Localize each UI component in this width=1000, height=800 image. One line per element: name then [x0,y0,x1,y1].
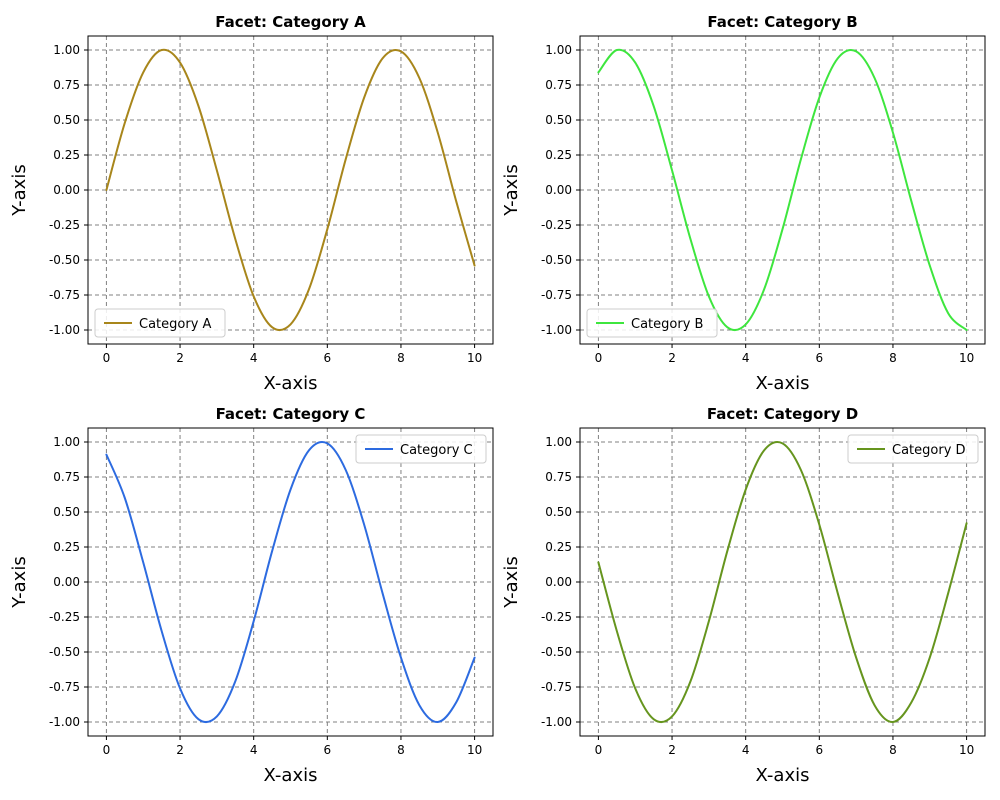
x-tick-label: 4 [742,351,750,365]
y-tick-label: 1.00 [545,43,572,57]
x-tick-label: 10 [959,351,974,365]
y-axis-label: Y-axis [9,164,30,216]
plot-frame [87,427,494,737]
y-axis-label: Y-axis [501,556,522,608]
plot-frame [579,427,986,737]
y-tick-label: -0.50 [541,253,572,267]
facet-panel-c: 0 2 4 6 8 10 -1.00 -0.75 -0.50 -0.25 0.00 0.25 0.50 0… [9,405,494,786]
facet-title: Facet: Category C [216,405,366,423]
y-tick-label: 1.00 [545,435,572,449]
x-tick-label: 2 [176,351,184,365]
series-line-category-d [597,441,968,724]
x-tick-label: 8 [397,743,405,757]
x-tick-label: 0 [595,743,603,757]
facet-panel-a: 0 2 4 6 8 10 -1.00 -0.75 -0.50 -0.25 0.00 0.25 0.50 0… [9,13,494,394]
y-tick-label: 0.00 [53,183,80,197]
y-tick-label: -0.75 [541,680,572,694]
x-axis-label: X-axis [756,373,810,394]
y-tick-label: 0.75 [545,78,572,92]
x-axis-label: X-axis [756,765,810,786]
series-line-category-c [105,441,476,724]
x-tick-label: 8 [889,351,897,365]
y-tick-label: -0.50 [49,253,80,267]
y-tick-label: -0.50 [49,645,80,659]
y-tick-label: 0.75 [53,78,80,92]
y-tick-label: 1.00 [53,43,80,57]
y-tick-label: -0.25 [541,610,572,624]
x-tick-label: 6 [815,743,823,757]
y-tick-label: -0.75 [49,680,80,694]
legend: Category A [94,308,226,338]
legend-entry-label: Category D [892,443,966,458]
x-tick-label: 4 [250,743,258,757]
y-tick-label: 1.00 [53,435,80,449]
x-tick-label: 2 [176,743,184,757]
x-axis-label: X-axis [264,765,318,786]
x-tick-label: 0 [103,351,111,365]
y-tick-label: 0.75 [545,470,572,484]
x-tick-label: 0 [103,743,111,757]
y-tick-label: 0.00 [53,575,80,589]
y-tick-label: -0.25 [49,610,80,624]
y-tick-label: -0.75 [541,288,572,302]
y-tick-label: -0.25 [541,218,572,232]
y-tick-label: 0.00 [545,575,572,589]
legend: Category D [847,434,979,464]
y-tick-label: -1.00 [49,715,80,729]
legend-box [355,434,487,464]
legend: Category C [355,434,487,464]
y-tick-label: -0.75 [49,288,80,302]
x-tick-label: 6 [323,351,331,365]
y-tick-label: -0.25 [49,218,80,232]
y-tick-label: -0.50 [541,645,572,659]
x-axis-label: X-axis [264,373,318,394]
y-tick-label: -1.00 [541,323,572,337]
legend-box [94,308,226,338]
x-tick-label: 6 [815,351,823,365]
x-tick-label: 6 [323,743,331,757]
x-tick-label: 2 [668,743,676,757]
y-tick-label: -1.00 [49,323,80,337]
series-line-category-a [105,48,476,332]
y-axis-label: Y-axis [9,556,30,608]
legend-entry-label: Category B [631,317,703,332]
x-tick-label: 8 [397,351,405,365]
y-tick-label: 0.00 [545,183,572,197]
legend: Category B [586,308,718,338]
facet-title: Facet: Category A [215,13,366,31]
x-tick-label: 0 [595,351,603,365]
y-tick-label: 0.25 [53,540,80,554]
plot-frame [579,35,986,345]
x-tick-label: 10 [959,743,974,757]
x-tick-label: 8 [889,743,897,757]
legend-box [847,434,979,464]
facet-panel-b: 0 2 4 6 8 10 -1.00 -0.75 -0.50 -0.25 0.00 0.25 0.50 0… [501,13,986,394]
legend-box [586,308,718,338]
plot-frame [87,35,494,345]
y-axis-label: Y-axis [501,164,522,216]
y-tick-label: 0.25 [545,148,572,162]
series-line-category-b [597,48,968,332]
facet-title: Facet: Category D [707,405,858,423]
y-tick-label: 0.50 [545,113,572,127]
x-tick-label: 4 [742,743,750,757]
x-tick-label: 2 [668,351,676,365]
y-tick-label: 0.75 [53,470,80,484]
legend-entry-label: Category A [139,317,212,332]
y-tick-label: 0.25 [545,540,572,554]
x-tick-label: 4 [250,351,258,365]
y-tick-label: 0.50 [545,505,572,519]
y-tick-label: 0.50 [53,505,80,519]
y-tick-label: -1.00 [541,715,572,729]
legend-entry-label: Category C [400,443,473,458]
x-tick-label: 10 [467,351,482,365]
x-tick-label: 10 [467,743,482,757]
y-tick-label: 0.50 [53,113,80,127]
facet-panel-d: 0 2 4 6 8 10 -1.00 -0.75 -0.50 -0.25 0.00 0.25 0.50 0… [501,405,986,786]
y-tick-label: 0.25 [53,148,80,162]
facet-title: Facet: Category B [707,13,857,31]
